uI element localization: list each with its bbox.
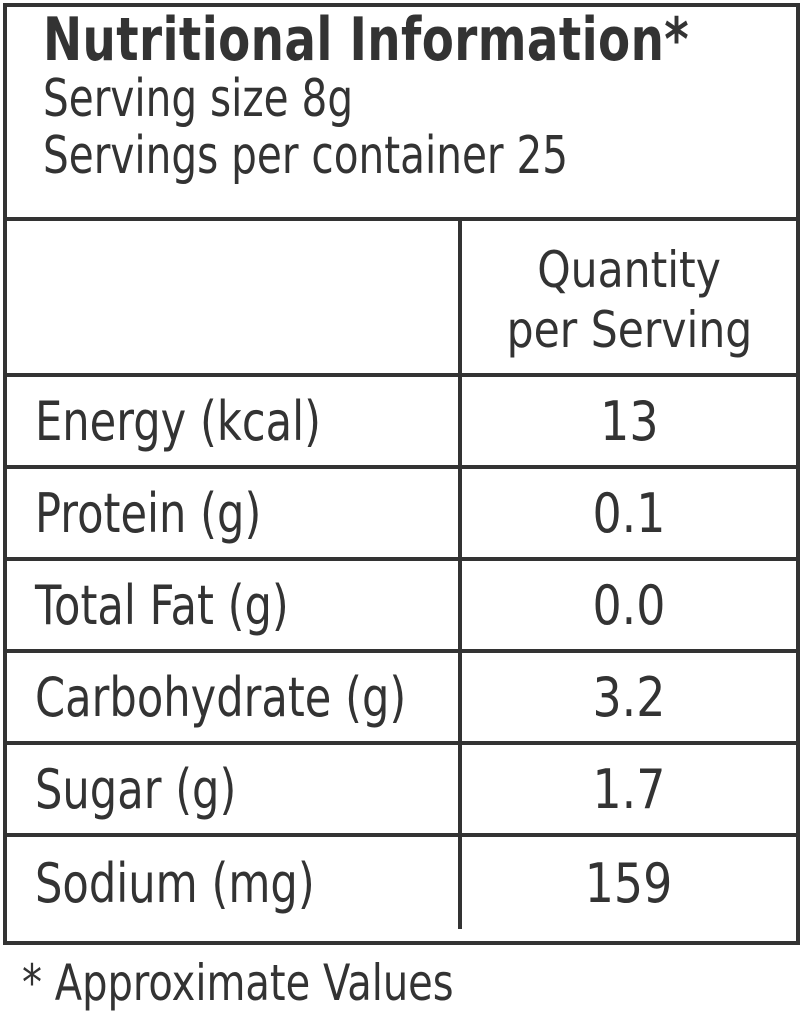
nutrient-label: Total Fat (g)	[7, 561, 462, 649]
nutrient-value: 3.2	[462, 653, 796, 741]
panel-header: Nutritional Information* Serving size 8g…	[7, 7, 796, 221]
panel-title: Nutritional Information*	[43, 5, 690, 75]
table-row: Carbohydrate (g) 3.2	[7, 653, 796, 745]
nutrient-label-text: Protein (g)	[35, 481, 262, 545]
nutrient-label-text: Sodium (mg)	[35, 851, 315, 915]
nutrient-value-text: 0.0	[592, 573, 666, 637]
table-row: Sugar (g) 1.7	[7, 745, 796, 837]
nutrient-value-text: 13	[599, 389, 659, 453]
table-row: Energy (kcal) 13	[7, 377, 796, 469]
table-row: Protein (g) 0.1	[7, 469, 796, 561]
nutrient-label: Sodium (mg)	[7, 837, 462, 929]
nutrient-label-text: Total Fat (g)	[35, 573, 289, 637]
footnote: * Approximate Values	[22, 954, 454, 1012]
nutrient-label: Carbohydrate (g)	[7, 653, 462, 741]
table-header-empty-cell	[7, 221, 462, 373]
column-header-line1: Quantity	[537, 241, 721, 299]
nutrition-panel: Nutritional Information* Serving size 8g…	[3, 3, 800, 945]
nutrient-value: 0.1	[462, 469, 796, 557]
nutrient-value-text: 3.2	[592, 665, 666, 729]
nutrient-label: Sugar (g)	[7, 745, 462, 833]
table-row: Total Fat (g) 0.0	[7, 561, 796, 653]
serving-size: Serving size 8g	[43, 69, 354, 129]
nutrient-label-text: Energy (kcal)	[35, 389, 321, 453]
nutrient-label-text: Carbohydrate (g)	[35, 665, 407, 729]
nutrient-label: Energy (kcal)	[7, 377, 462, 465]
table-header-row: Quantity per Serving	[7, 221, 796, 377]
table-row: Sodium (mg) 159	[7, 837, 796, 929]
nutrient-value-text: 1.7	[592, 757, 666, 821]
nutrient-label: Protein (g)	[7, 469, 462, 557]
nutrient-value-text: 0.1	[592, 481, 666, 545]
nutrient-value: 159	[462, 837, 796, 929]
nutrient-value: 13	[462, 377, 796, 465]
nutrient-label-text: Sugar (g)	[35, 757, 237, 821]
nutrient-value-text: 159	[585, 851, 673, 915]
column-header-line2: per Serving	[506, 301, 752, 359]
nutrient-value: 1.7	[462, 745, 796, 833]
nutrient-value: 0.0	[462, 561, 796, 649]
servings-per-container: Servings per container 25	[43, 126, 569, 186]
quantity-column-header: Quantity per Serving	[462, 221, 796, 373]
